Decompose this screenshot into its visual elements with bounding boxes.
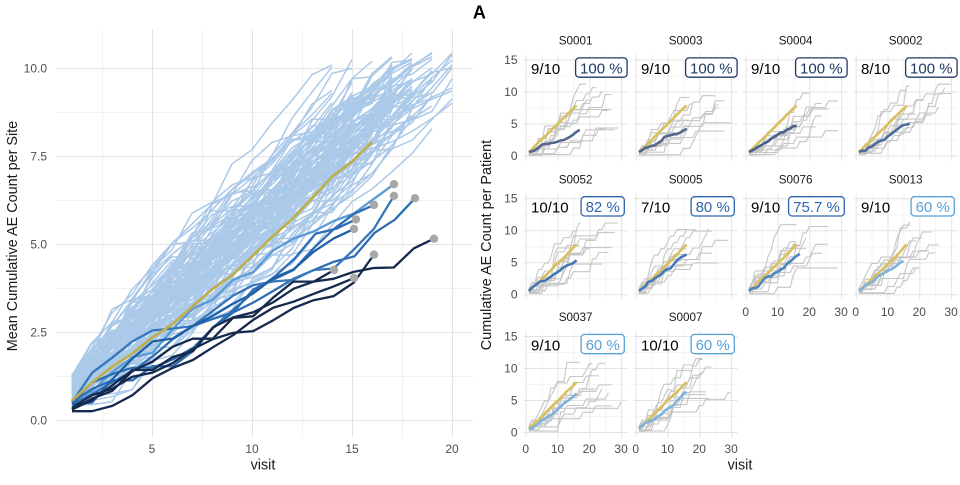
svg-text:30: 30	[944, 305, 958, 319]
svg-text:9/10: 9/10	[531, 61, 560, 78]
svg-text:30: 30	[724, 442, 738, 456]
svg-text:S0001: S0001	[559, 35, 593, 48]
svg-text:Mean Cumulative AE Count per S: Mean Cumulative AE Count per Site	[5, 121, 21, 351]
svg-text:10: 10	[504, 361, 518, 375]
svg-text:9/10: 9/10	[751, 61, 780, 78]
svg-text:5: 5	[511, 117, 518, 131]
svg-text:9/10: 9/10	[861, 200, 890, 217]
svg-text:10/10: 10/10	[641, 337, 679, 354]
svg-text:10.0: 10.0	[24, 62, 48, 76]
svg-text:100 %: 100 %	[690, 60, 733, 77]
svg-text:82 %: 82 %	[586, 199, 620, 216]
svg-text:15: 15	[504, 329, 518, 343]
svg-text:S0004: S0004	[779, 35, 813, 48]
svg-text:9/10: 9/10	[531, 337, 560, 354]
svg-text:S0007: S0007	[669, 311, 703, 324]
svg-text:S0003: S0003	[669, 35, 703, 48]
svg-text:20: 20	[913, 305, 927, 319]
svg-text:80 %: 80 %	[696, 199, 730, 216]
svg-text:60 %: 60 %	[916, 199, 950, 216]
svg-text:15: 15	[345, 442, 359, 456]
svg-text:0.0: 0.0	[30, 414, 47, 428]
svg-text:S0005: S0005	[669, 173, 703, 186]
svg-text:S0076: S0076	[779, 173, 813, 186]
svg-text:5: 5	[149, 442, 156, 456]
svg-text:S0002: S0002	[889, 35, 923, 48]
svg-text:100 %: 100 %	[800, 60, 843, 77]
svg-text:0: 0	[632, 442, 639, 456]
svg-text:5.0: 5.0	[30, 238, 47, 252]
svg-text:30: 30	[834, 305, 848, 319]
svg-text:75.7 %: 75.7 %	[793, 199, 840, 216]
svg-text:20: 20	[693, 442, 707, 456]
svg-text:A: A	[473, 3, 486, 23]
svg-text:0: 0	[511, 149, 518, 163]
svg-text:S0013: S0013	[889, 173, 923, 186]
svg-text:visit: visit	[728, 457, 753, 473]
svg-text:7.5: 7.5	[30, 150, 47, 164]
svg-text:30: 30	[614, 442, 628, 456]
svg-text:10: 10	[551, 442, 565, 456]
svg-text:10/10: 10/10	[531, 200, 569, 217]
svg-text:10: 10	[661, 442, 675, 456]
svg-text:20: 20	[445, 442, 459, 456]
svg-text:15: 15	[504, 192, 518, 206]
svg-text:Cumulative AE Count per Patien: Cumulative AE Count per Patient	[479, 140, 495, 350]
svg-text:2.5: 2.5	[30, 326, 47, 340]
svg-text:0: 0	[852, 305, 859, 319]
svg-text:100 %: 100 %	[580, 60, 623, 77]
svg-text:60 %: 60 %	[586, 337, 620, 354]
svg-text:7/10: 7/10	[641, 200, 670, 217]
svg-text:60 %: 60 %	[696, 337, 730, 354]
svg-text:S0052: S0052	[559, 173, 593, 186]
svg-text:10: 10	[504, 85, 518, 99]
svg-text:0: 0	[511, 288, 518, 302]
svg-text:100 %: 100 %	[910, 60, 953, 77]
svg-text:10: 10	[504, 224, 518, 238]
svg-text:20: 20	[803, 305, 817, 319]
svg-text:20: 20	[583, 442, 597, 456]
svg-text:5: 5	[511, 393, 518, 407]
svg-text:10: 10	[881, 305, 895, 319]
svg-text:0: 0	[511, 425, 518, 439]
svg-text:0: 0	[742, 305, 749, 319]
svg-text:15: 15	[504, 53, 518, 67]
svg-text:9/10: 9/10	[751, 200, 780, 217]
svg-text:0: 0	[522, 442, 529, 456]
svg-text:9/10: 9/10	[641, 61, 670, 78]
svg-text:10: 10	[245, 442, 259, 456]
svg-text:10: 10	[771, 305, 785, 319]
svg-text:8/10: 8/10	[861, 61, 890, 78]
svg-text:S0037: S0037	[559, 311, 593, 324]
svg-text:5: 5	[511, 256, 518, 270]
svg-text:visit: visit	[251, 457, 276, 473]
